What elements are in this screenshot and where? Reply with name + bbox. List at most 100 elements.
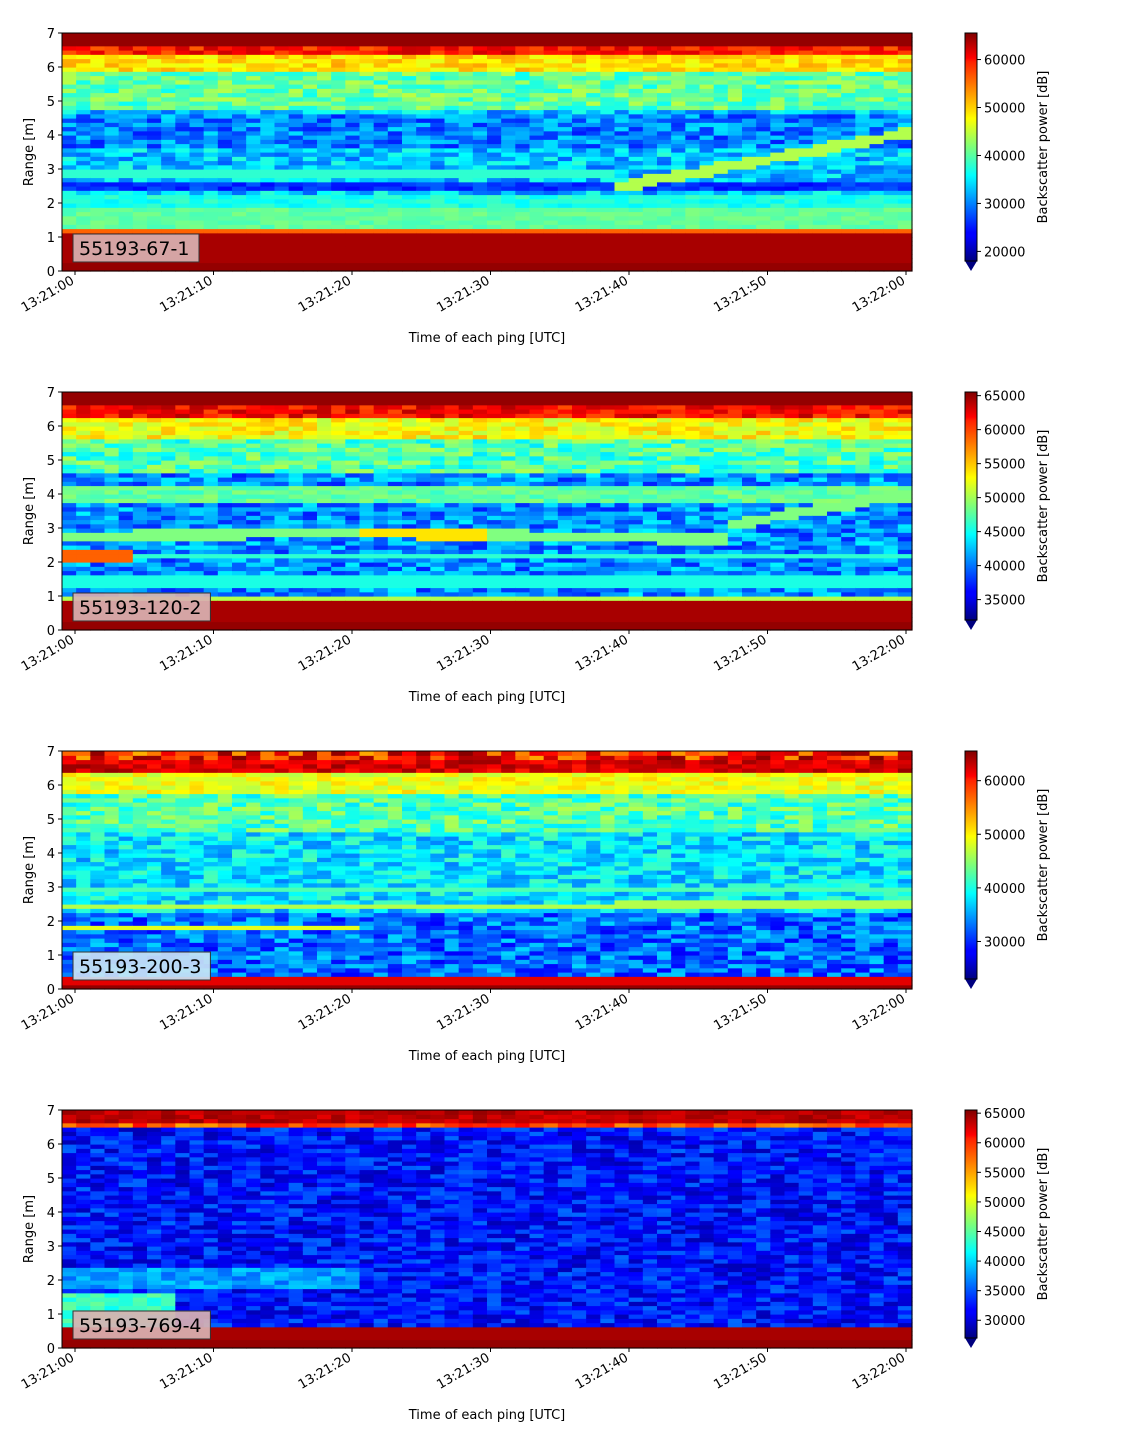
heatmap-cell (345, 511, 360, 516)
heatmap-cell (884, 50, 899, 55)
x-tick-label: 13:21:20 (296, 273, 354, 315)
heatmap-cell (360, 178, 375, 183)
heatmap-cell (544, 237, 559, 242)
heatmap-cell (76, 169, 91, 174)
heatmap-cell (629, 59, 644, 64)
heatmap-cell (275, 169, 290, 174)
heatmap-cell (473, 148, 488, 153)
heatmap-cell (317, 114, 332, 119)
heatmap-cell (657, 54, 672, 59)
heatmap-cell (289, 562, 304, 567)
heatmap-cell (275, 190, 290, 195)
heatmap-cell (204, 549, 219, 554)
heatmap-cell (770, 76, 785, 81)
heatmap-cell (204, 122, 219, 127)
heatmap-cell (331, 76, 346, 81)
heatmap-cell (133, 443, 148, 448)
heatmap-cell (898, 80, 913, 85)
heatmap-cell (870, 71, 885, 76)
heatmap-cell (615, 67, 630, 72)
heatmap-cell (671, 190, 686, 195)
heatmap-cell (175, 515, 190, 520)
heatmap-cell (260, 233, 275, 238)
heatmap-cell (615, 139, 630, 144)
heatmap-cell (303, 545, 318, 550)
heatmap-cell (331, 579, 346, 584)
heatmap-cell (232, 148, 247, 153)
heatmap-cell (685, 241, 700, 246)
heatmap-cell (303, 37, 318, 42)
heatmap-cell (430, 63, 445, 68)
heatmap-cell (416, 80, 431, 85)
heatmap-cell (430, 596, 445, 601)
heatmap-cell (756, 161, 771, 166)
heatmap-cell (728, 241, 743, 246)
heatmap-cell (331, 46, 346, 51)
heatmap-cell (402, 190, 417, 195)
heatmap-cell (898, 76, 913, 81)
heatmap-cell (62, 156, 77, 161)
heatmap-cell (275, 114, 290, 119)
heatmap-cell (105, 118, 120, 123)
heatmap-cell (714, 161, 729, 166)
heatmap-cell (388, 456, 403, 461)
heatmap-cell (728, 71, 743, 76)
heatmap-cell (799, 182, 814, 187)
heatmap-cell (147, 460, 162, 465)
heatmap-cell (246, 229, 261, 234)
heatmap-cell (317, 178, 332, 183)
heatmap-cell (204, 490, 219, 495)
heatmap-cell (742, 263, 757, 268)
heatmap-cell (90, 195, 105, 200)
heatmap-cell (204, 195, 219, 200)
heatmap-cell (161, 212, 176, 217)
heatmap-cell (190, 199, 205, 204)
heatmap-cell (62, 46, 77, 51)
heatmap-cell (175, 481, 190, 486)
heatmap-cell (813, 50, 828, 55)
heatmap-cell (445, 430, 460, 435)
heatmap-cell (161, 199, 176, 204)
heatmap-cell (770, 161, 785, 166)
heatmap-cell (870, 195, 885, 200)
heatmap-cell (345, 182, 360, 187)
heatmap-cell (62, 571, 77, 576)
heatmap-cell (685, 246, 700, 251)
heatmap-cell (416, 233, 431, 238)
heatmap-cell (487, 220, 502, 225)
heatmap-cell (714, 63, 729, 68)
heatmap-cell (402, 622, 417, 627)
heatmap-cell (643, 165, 658, 170)
heatmap-cell (530, 258, 545, 263)
heatmap-cell (90, 152, 105, 157)
heatmap-cell (728, 229, 743, 234)
heatmap-cell (530, 63, 545, 68)
heatmap-cell (388, 110, 403, 115)
heatmap-cell (345, 203, 360, 208)
heatmap-cell (303, 144, 318, 149)
heatmap-cell (685, 46, 700, 51)
heatmap-cell (331, 59, 346, 64)
heatmap-cell (742, 258, 757, 263)
heatmap-cell (275, 515, 290, 520)
heatmap-cell (473, 127, 488, 132)
heatmap-cell (76, 392, 91, 397)
heatmap-cell (76, 161, 91, 166)
heatmap-cell (785, 80, 800, 85)
heatmap-cell (827, 59, 842, 64)
heatmap-cell (530, 161, 545, 166)
heatmap-cell (289, 139, 304, 144)
heatmap-cell (90, 173, 105, 178)
heatmap-cell (430, 503, 445, 508)
heatmap-cell (105, 139, 120, 144)
heatmap-cell (317, 579, 332, 584)
heatmap-cell (317, 131, 332, 136)
heatmap-cell (558, 131, 573, 136)
heatmap-cell (515, 105, 530, 110)
heatmap-cell (331, 443, 346, 448)
heatmap-cell (204, 190, 219, 195)
heatmap-cell (898, 105, 913, 110)
heatmap-cell (558, 144, 573, 149)
heatmap-cell (742, 237, 757, 242)
heatmap-cell (898, 233, 913, 238)
